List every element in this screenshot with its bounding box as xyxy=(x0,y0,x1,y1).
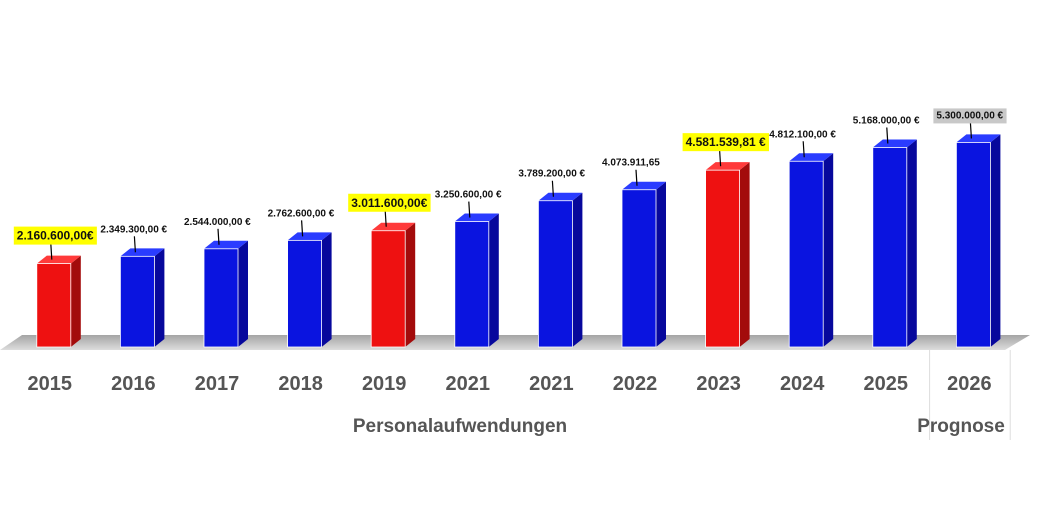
bar-side xyxy=(990,134,1001,347)
data-label: 2.349.300,00 € xyxy=(100,224,167,235)
data-label: 3.011.600,00€ xyxy=(351,196,427,210)
label-leader-line xyxy=(719,150,722,167)
bar-2017 xyxy=(203,240,248,348)
label-leader-line xyxy=(301,220,304,237)
label-leader-line xyxy=(802,141,805,158)
label-leader-line xyxy=(384,210,387,227)
bar-top xyxy=(956,134,1001,143)
label-leader-line xyxy=(635,169,638,186)
data-label: 4.812.100,00 € xyxy=(769,129,836,140)
category-label: 2021 xyxy=(446,373,491,395)
data-label: 4.073.911,65 xyxy=(602,158,660,169)
data-label-highlight xyxy=(348,193,431,212)
bar-2025 xyxy=(872,139,917,348)
category-label: 2023 xyxy=(696,373,741,395)
bar-side xyxy=(321,232,332,347)
bar-side xyxy=(238,240,248,347)
bar-front xyxy=(120,255,155,348)
bar-series xyxy=(36,134,1001,348)
category-label: 2021 xyxy=(529,373,574,395)
data-label: 5.300.000,00 € xyxy=(936,110,1003,121)
data-labels: 2.160.600,00€ 2.349.300,00 € 2.544.000,00 … xyxy=(13,108,1007,260)
data-label: 2.762.600,00 € xyxy=(268,208,335,219)
bar-2019 xyxy=(370,222,416,348)
category-label: 2025 xyxy=(864,373,909,395)
bar-side xyxy=(906,139,917,347)
bar-front xyxy=(287,239,323,348)
bar-front xyxy=(36,263,72,348)
bar-2023 xyxy=(705,162,750,348)
label-leader-line xyxy=(133,236,136,253)
chart-floor xyxy=(0,335,1030,440)
label-leader-line xyxy=(217,228,220,245)
label-leader-line xyxy=(551,180,554,197)
bar-top xyxy=(371,222,416,231)
category-label: 2018 xyxy=(278,373,323,395)
bar-top xyxy=(705,162,750,171)
data-label-highlight xyxy=(682,133,770,152)
data-label: 3.789.200,00 € xyxy=(518,169,585,180)
bar-2024 xyxy=(788,153,834,348)
category-label: 2016 xyxy=(111,373,156,395)
bar-front xyxy=(956,142,991,348)
data-label: 5.168.000,00 € xyxy=(853,116,920,127)
category-axis: 2015 2016 2017 2018 2019 2021 2021 2022 2023 2024… xyxy=(28,373,992,395)
bar-top xyxy=(454,213,499,222)
bar-top xyxy=(789,153,834,162)
bar-top xyxy=(872,139,917,148)
category-label: 2022 xyxy=(613,373,658,395)
bar-2018 xyxy=(287,232,332,348)
forecast-label: Prognose xyxy=(917,416,1005,437)
bar-2022 xyxy=(621,181,666,348)
bar-front xyxy=(203,248,239,348)
bar-2021 xyxy=(454,213,499,348)
bar-front xyxy=(454,221,490,348)
bar-top xyxy=(287,232,332,241)
bar-side xyxy=(656,181,666,347)
label-leader-line xyxy=(50,243,53,260)
bar-front xyxy=(788,160,824,348)
category-label: 2015 xyxy=(28,373,73,395)
bar-2021 xyxy=(538,192,583,348)
x-axis-label: Personalaufwendungen xyxy=(353,416,567,437)
category-label: 2019 xyxy=(362,373,407,395)
data-label: 4.581.539,81 € xyxy=(686,135,766,149)
bar-side xyxy=(488,213,499,347)
bar-2016 xyxy=(120,248,165,348)
bar-top xyxy=(538,192,583,201)
bar-side xyxy=(405,222,416,347)
data-label: 2.160.600,00€ xyxy=(17,229,94,243)
data-label: 2.544.000,00 € xyxy=(184,217,251,228)
bar-top xyxy=(204,240,248,249)
bar-2026 xyxy=(956,134,1001,348)
bar-front xyxy=(370,230,406,348)
label-leader-line xyxy=(886,127,889,144)
bar-top xyxy=(622,181,666,190)
bar-side xyxy=(823,153,834,347)
bar-side xyxy=(739,162,750,347)
data-label-highlight xyxy=(933,108,1007,124)
category-label: 2017 xyxy=(195,373,240,395)
bar-front xyxy=(705,169,740,348)
label-leader-line xyxy=(969,122,972,139)
bar-2015 xyxy=(36,255,81,348)
category-label: 2026 xyxy=(947,373,992,395)
bar-side xyxy=(70,255,81,347)
bar-side xyxy=(572,192,583,347)
data-label: 3.250.600,00 € xyxy=(435,190,502,201)
label-leader-line xyxy=(468,201,471,218)
bar-top xyxy=(36,255,81,264)
bar-front xyxy=(538,200,573,348)
bar-front xyxy=(872,147,908,348)
bar-side xyxy=(154,248,165,347)
bar-top xyxy=(120,248,165,257)
category-label: 2024 xyxy=(780,373,825,395)
data-label-highlight xyxy=(13,226,97,245)
bar-front xyxy=(621,189,657,348)
